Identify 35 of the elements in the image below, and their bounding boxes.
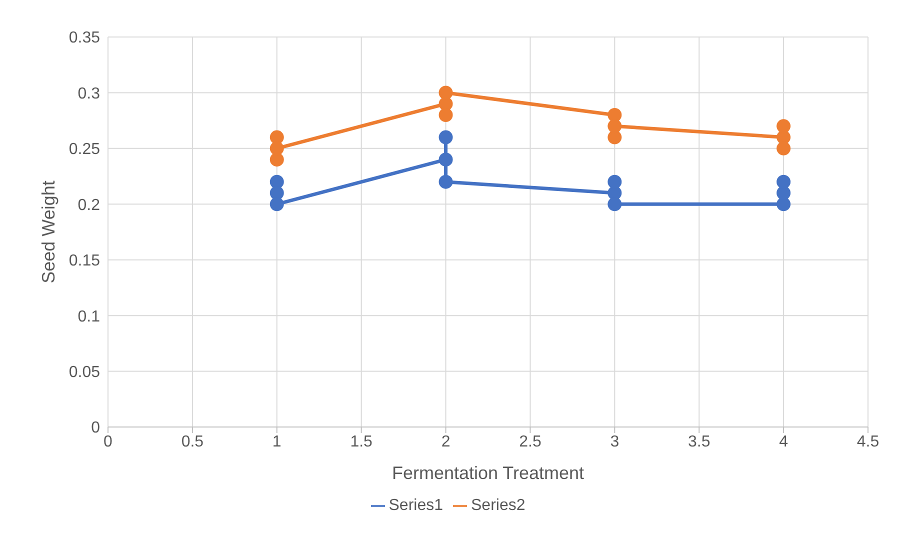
point	[438, 174, 453, 189]
point	[438, 86, 453, 100]
point	[776, 119, 791, 134]
x-tick-label: 4.5	[856, 433, 880, 450]
x-tick-label: 0.5	[181, 433, 204, 450]
x-tick-label: 2.5	[519, 433, 542, 450]
legend-label: Series2	[471, 497, 526, 514]
y-tick-label: 0.2	[78, 196, 100, 214]
legend-label: Series1	[388, 497, 443, 514]
y-tick-label: 0.35	[68, 30, 100, 47]
x-axis-title: Fermentation Treatment	[392, 463, 584, 483]
y-tick-label: 0.1	[78, 308, 100, 326]
point	[438, 130, 453, 144]
x-tick-label: 3.5	[688, 433, 710, 450]
x-tick-label: 1.5	[350, 433, 373, 450]
point	[270, 197, 284, 212]
point	[608, 174, 622, 189]
point	[608, 119, 622, 134]
point	[270, 141, 284, 156]
y-tick-label: 0.15	[68, 252, 100, 270]
y-tick-label: 0.25	[68, 141, 100, 158]
point	[438, 108, 453, 122]
x-tick-label: 4	[779, 433, 788, 450]
x-tick-label: 0	[104, 433, 113, 450]
y-tick-label: 0	[91, 420, 100, 437]
point	[608, 197, 622, 212]
y-tick-label: 0.3	[78, 85, 100, 102]
x-tick-label: 3	[610, 433, 620, 450]
x-tick-label: 2	[441, 433, 450, 450]
y-tick-label: 0.05	[68, 364, 100, 381]
point	[438, 152, 453, 167]
y-axis-title: Seed Weight	[38, 180, 58, 284]
point	[776, 141, 791, 156]
x-tick-label: 1	[272, 433, 282, 450]
point	[776, 174, 791, 189]
